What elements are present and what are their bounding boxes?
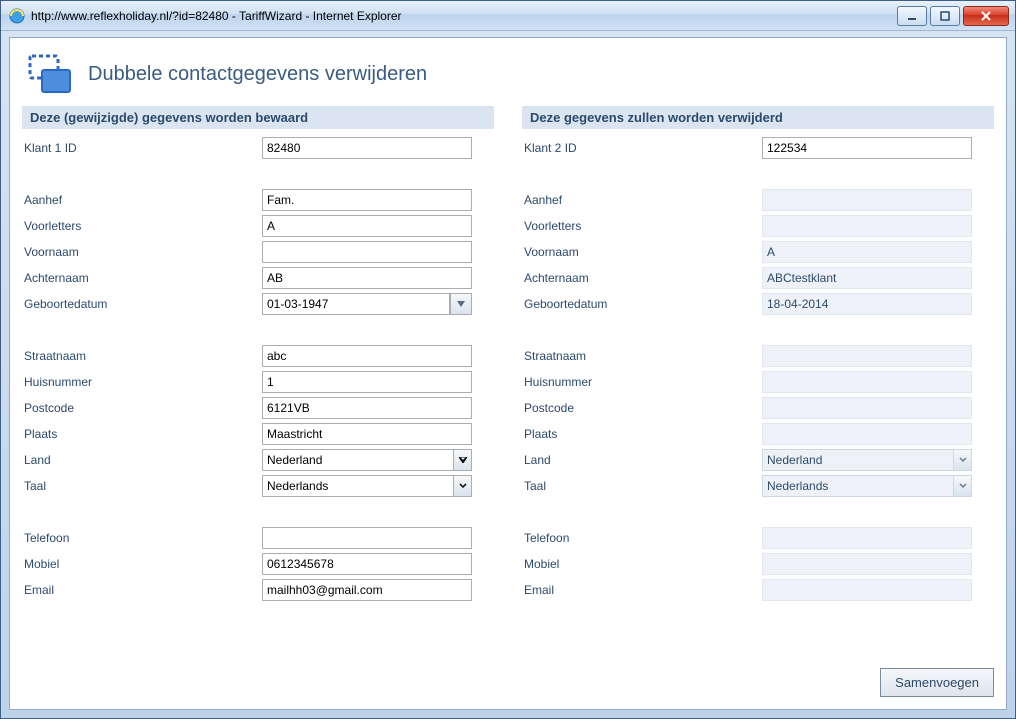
label-r-taal: Taal <box>522 479 762 493</box>
chevron-down-icon <box>953 476 971 496</box>
readonly-plaats <box>762 423 972 445</box>
label-taal: Taal <box>22 479 262 493</box>
label-achternaam: Achternaam <box>22 271 262 285</box>
datepicker-button[interactable] <box>450 293 472 315</box>
select-r-taal-value: Nederlands <box>763 476 953 496</box>
input-geboortedatum[interactable] <box>262 293 450 315</box>
columns: Deze (gewijzigde) gegevens worden bewaar… <box>22 106 994 603</box>
input-huisnummer[interactable] <box>262 371 472 393</box>
select-taal[interactable]: Nederlands <box>262 475 472 497</box>
input-postcode[interactable] <box>262 397 472 419</box>
select-taal-value: Nederlands <box>263 476 453 496</box>
input-email[interactable] <box>262 579 472 601</box>
label-r-aanhef: Aanhef <box>522 193 762 207</box>
select-land-value: Nederland <box>263 450 453 470</box>
page-header: Dubbele contactgegevens verwijderen <box>22 48 994 106</box>
readonly-straatnaam <box>762 345 972 367</box>
input-telefoon[interactable] <box>262 527 472 549</box>
minimize-button[interactable] <box>897 6 927 26</box>
readonly-geboortedatum: 18-04-2014 <box>762 293 972 315</box>
select-r-land-value: Nederland <box>763 450 953 470</box>
readonly-aanhef <box>762 189 972 211</box>
readonly-postcode <box>762 397 972 419</box>
label-r-straatnaam: Straatnaam <box>522 349 762 363</box>
window-titlebar[interactable]: http://www.reflexholiday.nl/?id=82480 - … <box>1 1 1015 31</box>
readonly-email <box>762 579 972 601</box>
client-area: Dubbele contactgegevens verwijderen Deze… <box>9 37 1007 710</box>
label-r-voornaam: Voornaam <box>522 245 762 259</box>
label-mobiel: Mobiel <box>22 557 262 571</box>
label-voornaam: Voornaam <box>22 245 262 259</box>
select-land[interactable]: Nederland <box>262 449 472 471</box>
input-straatnaam[interactable] <box>262 345 472 367</box>
window-title: http://www.reflexholiday.nl/?id=82480 - … <box>31 9 897 23</box>
input-voornaam[interactable] <box>262 241 472 263</box>
chevron-down-icon[interactable] <box>453 450 471 470</box>
duplicate-icon <box>26 52 74 96</box>
label-r-huisnummer: Huisnummer <box>522 375 762 389</box>
input-mobiel[interactable] <box>262 553 472 575</box>
input-achternaam[interactable] <box>262 267 472 289</box>
label-r-plaats: Plaats <box>522 427 762 441</box>
close-button[interactable] <box>963 6 1009 26</box>
label-telefoon: Telefoon <box>22 531 262 545</box>
label-r-achternaam: Achternaam <box>522 271 762 285</box>
input-aanhef[interactable] <box>262 189 472 211</box>
readonly-voorletters <box>762 215 972 237</box>
input-klant1-id[interactable] <box>262 137 472 159</box>
footer: Samenvoegen <box>22 660 994 697</box>
ie-icon <box>9 8 25 24</box>
window-buttons <box>897 6 1009 26</box>
readonly-telefoon <box>762 527 972 549</box>
label-r-mobiel: Mobiel <box>522 557 762 571</box>
readonly-voornaam: A <box>762 241 972 263</box>
label-straatnaam: Straatnaam <box>22 349 262 363</box>
label-klant2-id: Klant 2 ID <box>522 141 762 155</box>
chevron-down-icon[interactable] <box>453 476 471 496</box>
readonly-mobiel <box>762 553 972 575</box>
datepicker-geboortedatum[interactable] <box>262 293 472 315</box>
input-klant2-id[interactable] <box>762 137 972 159</box>
label-geboortedatum: Geboortedatum <box>22 297 262 311</box>
chevron-down-icon <box>953 450 971 470</box>
column-remove: Deze gegevens zullen worden verwijderd K… <box>522 106 994 603</box>
label-postcode: Postcode <box>22 401 262 415</box>
page-title: Dubbele contactgegevens verwijderen <box>88 63 427 86</box>
select-r-land: Nederland <box>762 449 972 471</box>
browser-window: http://www.reflexholiday.nl/?id=82480 - … <box>0 0 1016 719</box>
label-klant1-id: Klant 1 ID <box>22 141 262 155</box>
label-r-land: Land <box>522 453 762 467</box>
label-r-geboortedatum: Geboortedatum <box>522 297 762 311</box>
readonly-huisnummer <box>762 371 972 393</box>
maximize-button[interactable] <box>930 6 960 26</box>
column-keep-header: Deze (gewijzigde) gegevens worden bewaar… <box>22 106 494 129</box>
readonly-achternaam: ABCtestklant <box>762 267 972 289</box>
label-r-voorletters: Voorletters <box>522 219 762 233</box>
label-r-postcode: Postcode <box>522 401 762 415</box>
column-keep: Deze (gewijzigde) gegevens worden bewaar… <box>22 106 494 603</box>
input-voorletters[interactable] <box>262 215 472 237</box>
label-plaats: Plaats <box>22 427 262 441</box>
input-plaats[interactable] <box>262 423 472 445</box>
label-huisnummer: Huisnummer <box>22 375 262 389</box>
select-r-taal: Nederlands <box>762 475 972 497</box>
label-aanhef: Aanhef <box>22 193 262 207</box>
label-land: Land <box>22 453 262 467</box>
label-r-telefoon: Telefoon <box>522 531 762 545</box>
label-voorletters: Voorletters <box>22 219 262 233</box>
column-remove-header: Deze gegevens zullen worden verwijderd <box>522 106 994 129</box>
merge-button[interactable]: Samenvoegen <box>880 668 994 697</box>
label-r-email: Email <box>522 583 762 597</box>
label-email: Email <box>22 583 262 597</box>
